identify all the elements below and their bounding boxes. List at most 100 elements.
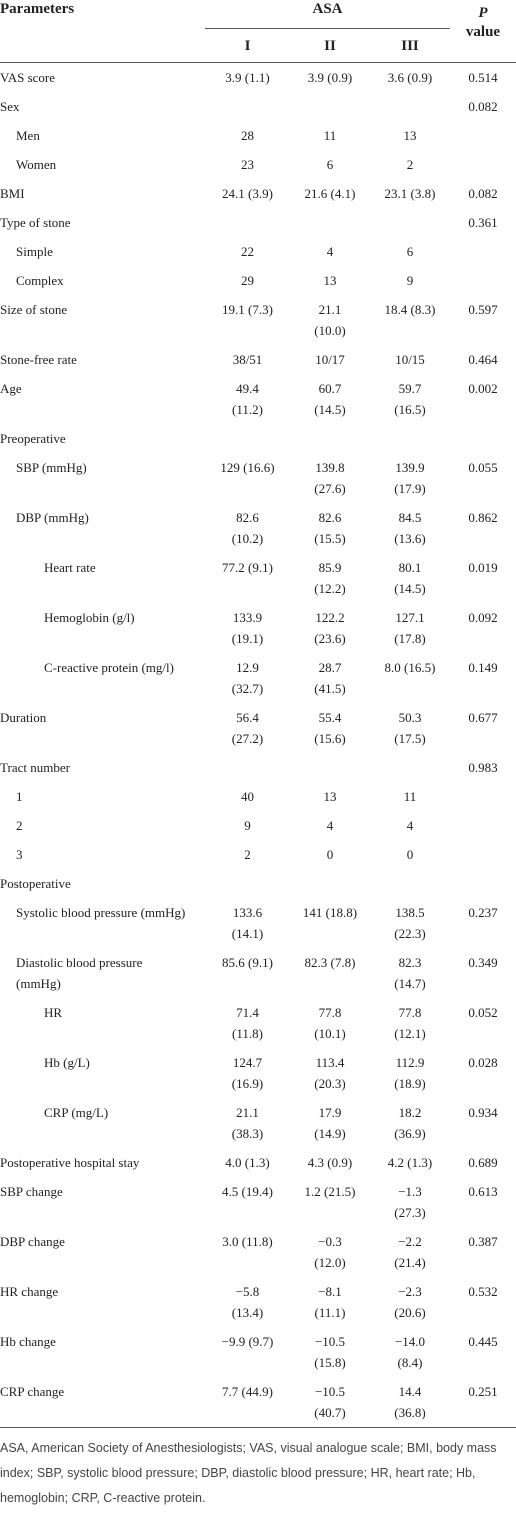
table-row: HR 71.4 (11.8) 77.8 (10.1) 77.8 (12.1) 0.052	[0, 998, 516, 1048]
group-cell: 9	[370, 266, 450, 295]
row-label: Tract number	[0, 753, 205, 782]
group-cell: 139.8 (27.6)	[290, 453, 370, 503]
cell-text: 21.1 (10.0)	[314, 301, 346, 338]
cell-text: 7.7 (44.9)	[222, 1383, 273, 1399]
cell-text: 82.6 (10.2)	[231, 509, 264, 546]
group-cell: −10.5 (15.8)	[290, 1327, 370, 1377]
row-label: 2	[0, 811, 205, 840]
p-value-cell: 0.464	[450, 345, 516, 374]
group-cell: 0	[290, 840, 370, 869]
group-header: II	[324, 37, 336, 54]
cell-text: 0.361	[468, 214, 498, 230]
table-row: Simple 22 4 6	[0, 237, 516, 266]
group-cell: 124.7 (16.9)	[205, 1048, 290, 1098]
cell-text: 8.0 (16.5)	[384, 659, 436, 675]
cell-text: 82.6 (15.5)	[314, 509, 346, 546]
cell-text: CRP (mg/L)	[44, 1104, 109, 1120]
row-label: Men	[0, 121, 205, 150]
cell-text: DBP change	[0, 1233, 65, 1249]
p-value-cell	[450, 782, 516, 811]
group-cell: 133.9 (19.1)	[205, 603, 290, 653]
cell-text: 0.002	[468, 380, 498, 396]
cell-text: −10.5 (40.7)	[314, 1383, 346, 1420]
table-row: DBP (mmHg) 82.6 (10.2) 82.6 (15.5) 84.5 (13…	[0, 503, 516, 553]
cell-text: 0.082	[468, 98, 498, 114]
group-cell	[205, 869, 290, 898]
row-label: Size of stone	[0, 295, 205, 345]
group-cell: 4	[290, 237, 370, 266]
p-value-cell: 0.237	[450, 898, 516, 948]
group-cell: 21.6 (4.1)	[290, 179, 370, 208]
p-value-cell: 0.092	[450, 603, 516, 653]
cell-text: −14.0 (8.4)	[394, 1333, 426, 1370]
group-cell: 60.7 (14.5)	[290, 374, 370, 424]
group-cell: −9.9 (9.7)	[205, 1327, 290, 1377]
p-value-cell: 0.349	[450, 948, 516, 998]
cell-text: SBP change	[0, 1183, 63, 1199]
cell-text: −5.8 (13.4)	[231, 1283, 264, 1320]
group-cell: 141 (18.8)	[290, 898, 370, 948]
cell-text: 0.464	[468, 351, 498, 367]
group-cell: 18.4 (8.3)	[370, 295, 450, 345]
row-label: DBP (mmHg)	[0, 503, 205, 553]
cell-text: 24.1 (3.9)	[222, 185, 273, 201]
cell-text: −2.3 (20.6)	[394, 1283, 426, 1320]
cell-text: 29	[241, 272, 254, 288]
cell-text: 0.677	[468, 709, 498, 725]
cell-text: Hb (g/L)	[44, 1054, 90, 1070]
row-label: Women	[0, 150, 205, 179]
p-value-cell: 0.689	[450, 1148, 516, 1177]
cell-text: 23.1 (3.8)	[384, 185, 436, 201]
p-value-cell	[450, 840, 516, 869]
group-cell: 2	[370, 150, 450, 179]
cell-text: 0.532	[468, 1283, 498, 1299]
p-value-cell: 0.082	[450, 92, 516, 121]
cell-text: 21.6 (4.1)	[304, 185, 356, 201]
row-label: Sex	[0, 92, 205, 121]
table-row: Stone-free rate 38/51 10/17 10/15 0.464	[0, 345, 516, 374]
table-row: SBP (mmHg) 129 (16.6) 139.8 (27.6) 139.9 (1…	[0, 453, 516, 503]
row-label: DBP change	[0, 1227, 205, 1277]
row-label: Type of stone	[0, 208, 205, 237]
group-cell: 22	[205, 237, 290, 266]
group-cell: 19.1 (7.3)	[205, 295, 290, 345]
row-label: SBP change	[0, 1177, 205, 1227]
table-row: Heart rate 77.2 (9.1) 85.9 (12.2) 80.1 (14.…	[0, 553, 516, 603]
cell-text: Systolic blood pressure (mmHg)	[16, 904, 186, 920]
cell-text: 138.5 (22.3)	[394, 904, 426, 941]
table-row: HR change −5.8 (13.4) −8.1 (11.1) −2.3 (20.…	[0, 1277, 516, 1327]
cell-text: 60.7 (14.5)	[314, 380, 346, 417]
table-row: DBP change 3.0 (11.8) −0.3 (12.0) −2.2 (21.…	[0, 1227, 516, 1277]
table-row: Tract number 0.983	[0, 753, 516, 782]
row-label: VAS score	[0, 62, 205, 92]
cell-text: Hb change	[0, 1333, 56, 1349]
group-cell: −5.8 (13.4)	[205, 1277, 290, 1327]
cell-text: 0.251	[468, 1383, 498, 1399]
group-cell	[370, 869, 450, 898]
cell-text: Men	[16, 127, 40, 143]
group-cell: 138.5 (22.3)	[370, 898, 450, 948]
group-cell: −2.3 (20.6)	[370, 1277, 450, 1327]
group-cell: 10/17	[290, 345, 370, 374]
cell-text: Tract number	[0, 759, 70, 775]
cell-text: 13	[323, 788, 337, 804]
group-cell: 14.4 (36.8)	[370, 1377, 450, 1428]
cell-text: 0.149	[468, 659, 498, 675]
value-word: value	[465, 24, 501, 40]
table-row: VAS score 3.9 (1.1) 3.9 (0.9) 3.6 (0.9) 0.51…	[0, 62, 516, 92]
cell-text: 11	[403, 788, 417, 804]
cell-text: 3.9 (1.1)	[225, 69, 270, 85]
group-cell: 3.9 (0.9)	[290, 62, 370, 92]
group-cell	[370, 92, 450, 121]
cell-text: 28	[241, 127, 254, 143]
p-value-cell	[450, 150, 516, 179]
row-label: BMI	[0, 179, 205, 208]
group-cell: 29	[205, 266, 290, 295]
cell-text: Simple	[16, 243, 53, 259]
table-row: 1 40 13 11	[0, 782, 516, 811]
table-row: Diastolic blood pressure (mmHg) 85.6 (9.1…	[0, 948, 516, 998]
cell-text: 82.3 (14.7)	[394, 954, 426, 991]
p-value-cell: 0.613	[450, 1177, 516, 1227]
